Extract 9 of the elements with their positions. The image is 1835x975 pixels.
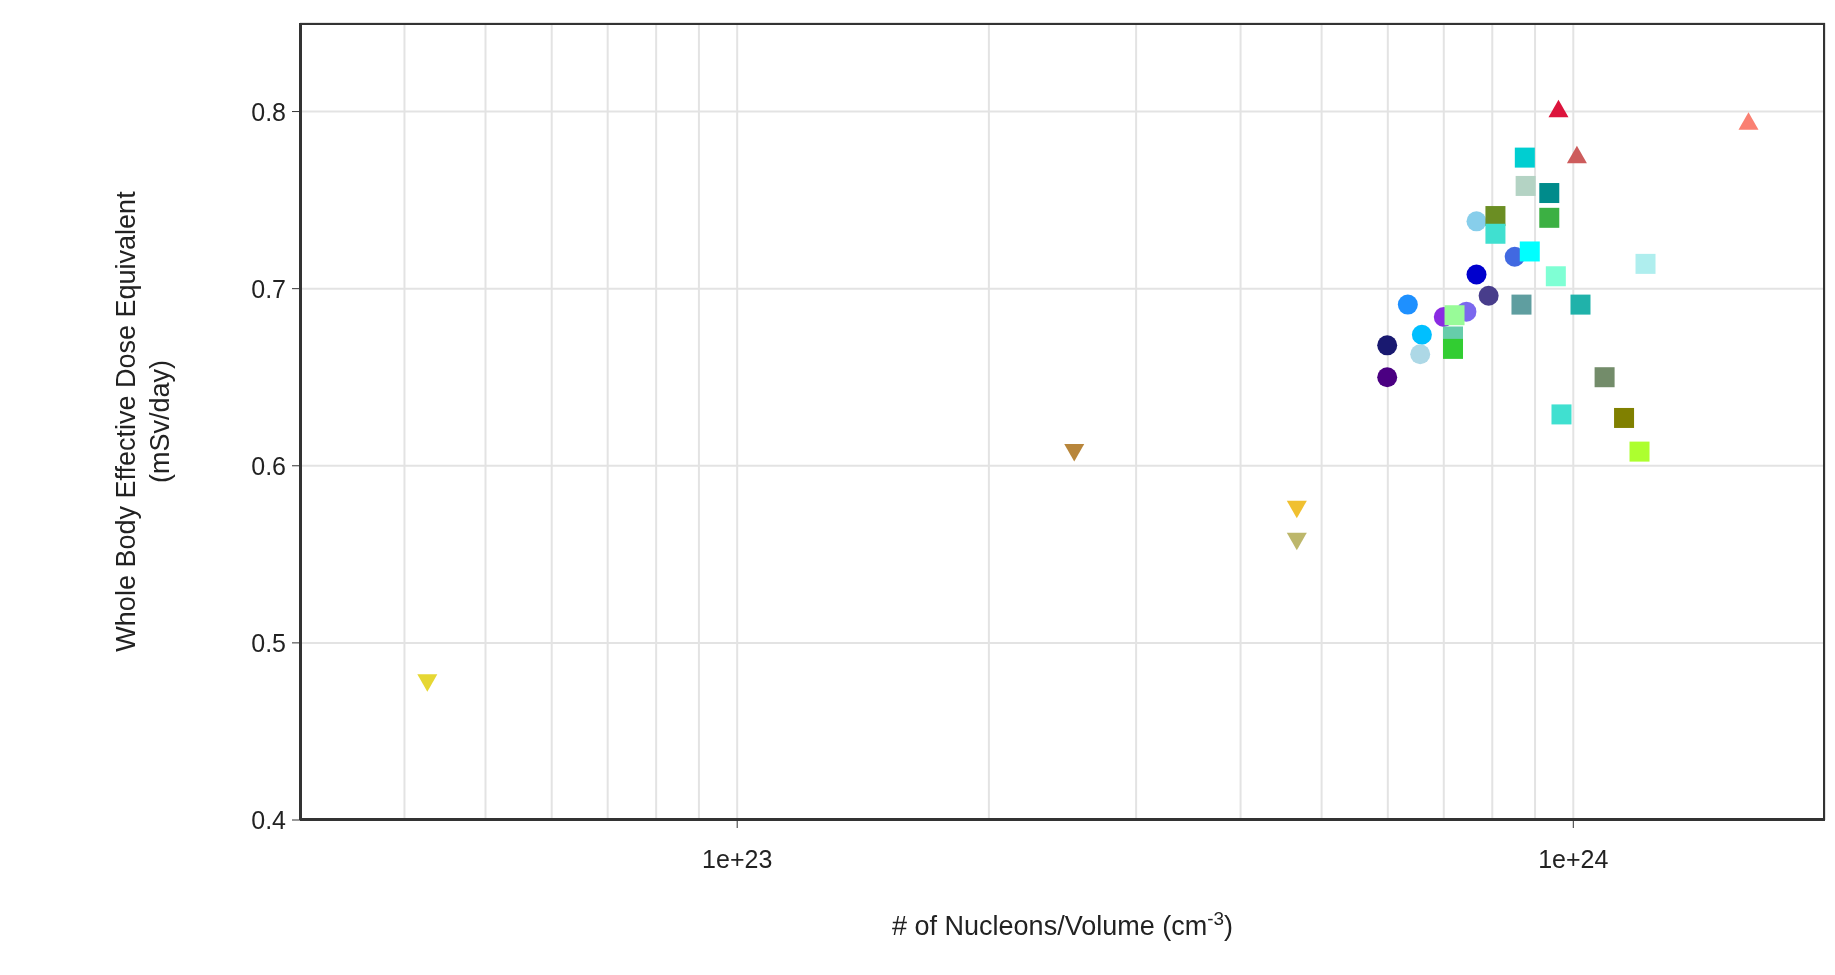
y-tick-label: 0.5 — [251, 628, 286, 657]
y-tick-label: 0.7 — [251, 274, 286, 303]
y-tick-label: 0.6 — [251, 451, 286, 480]
x-tick-label: 1e+24 — [1538, 845, 1609, 873]
y-axis-title: Whole Body Effective Dose Equivalent (mSv/day) — [111, 190, 175, 652]
y-tick-label: 0.4 — [251, 806, 287, 834]
x-axis-title: # of Nucleons/Volume (cm$^{-3}$) — [892, 907, 1233, 941]
x-tick-label: 1e+23 — [702, 845, 773, 873]
y-tick-label: 0.8 — [251, 97, 286, 126]
